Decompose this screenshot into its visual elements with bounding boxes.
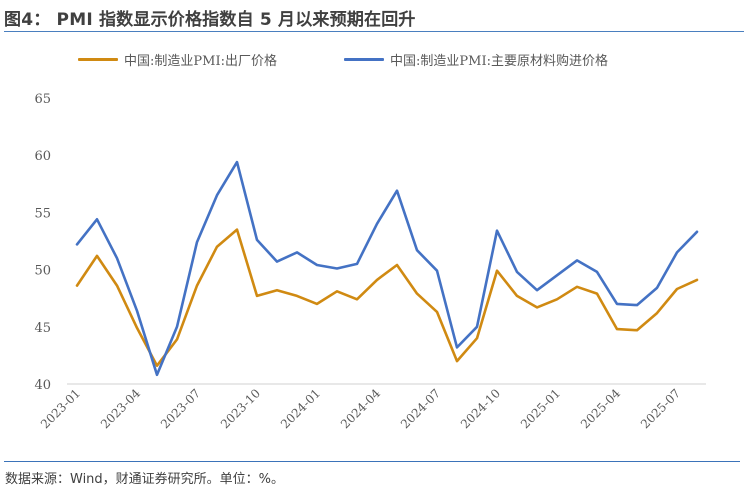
legend-label: 中国:制造业PMI:出厂价格 bbox=[124, 54, 277, 69]
footer-divider bbox=[4, 461, 740, 462]
series-line-factory-price bbox=[75, 228, 699, 368]
x-tick-label: 2024-10 bbox=[458, 386, 503, 431]
x-tick-label: 2023-04 bbox=[98, 386, 143, 431]
x-tick-label: 2024-04 bbox=[338, 386, 383, 431]
x-tick-label: 2024-07 bbox=[398, 386, 443, 431]
y-tick-label: 50 bbox=[34, 264, 51, 279]
figure-title: 图4： PMI 指数显示价格指数自 5 月以来预期在回升 bbox=[4, 10, 416, 30]
y-tick-label: 60 bbox=[34, 149, 51, 164]
y-tick-label: 45 bbox=[34, 321, 51, 336]
legend-item-factory-price: 中国:制造业PMI:出厂价格 bbox=[78, 50, 277, 69]
chart-legend: 中国:制造业PMI:出厂价格 中国:制造业PMI:主要原材料购进价格 bbox=[0, 50, 748, 70]
y-tick-label: 55 bbox=[34, 206, 51, 221]
x-tick-label: 2024-01 bbox=[278, 386, 323, 431]
legend-item-input-price: 中国:制造业PMI:主要原材料购进价格 bbox=[344, 50, 608, 69]
source-note: 数据来源：Wind，财通证券研究所。单位：%。 bbox=[5, 472, 285, 487]
x-tick-label: 2025-01 bbox=[518, 386, 563, 431]
legend-swatch-blue bbox=[344, 58, 384, 61]
title-divider bbox=[4, 31, 744, 32]
y-tick-label: 65 bbox=[34, 92, 51, 107]
y-tick-label: 40 bbox=[34, 378, 51, 393]
x-tick-label: 2023-10 bbox=[218, 386, 263, 431]
plot-area bbox=[75, 160, 699, 377]
legend-label: 中国:制造业PMI:主要原材料购进价格 bbox=[390, 54, 608, 69]
x-tick-label: 2023-07 bbox=[158, 386, 203, 431]
legend-swatch-orange bbox=[78, 58, 118, 61]
series-line-input-price bbox=[75, 160, 699, 377]
x-axis: 2023-01 2023-04 2023-07 2023-10 2024-01 2024-… bbox=[38, 386, 683, 431]
y-axis: 40 45 50 55 60 65 bbox=[34, 92, 51, 393]
x-tick-label: 2025-07 bbox=[638, 386, 683, 431]
x-tick-label: 2025-04 bbox=[578, 386, 623, 431]
